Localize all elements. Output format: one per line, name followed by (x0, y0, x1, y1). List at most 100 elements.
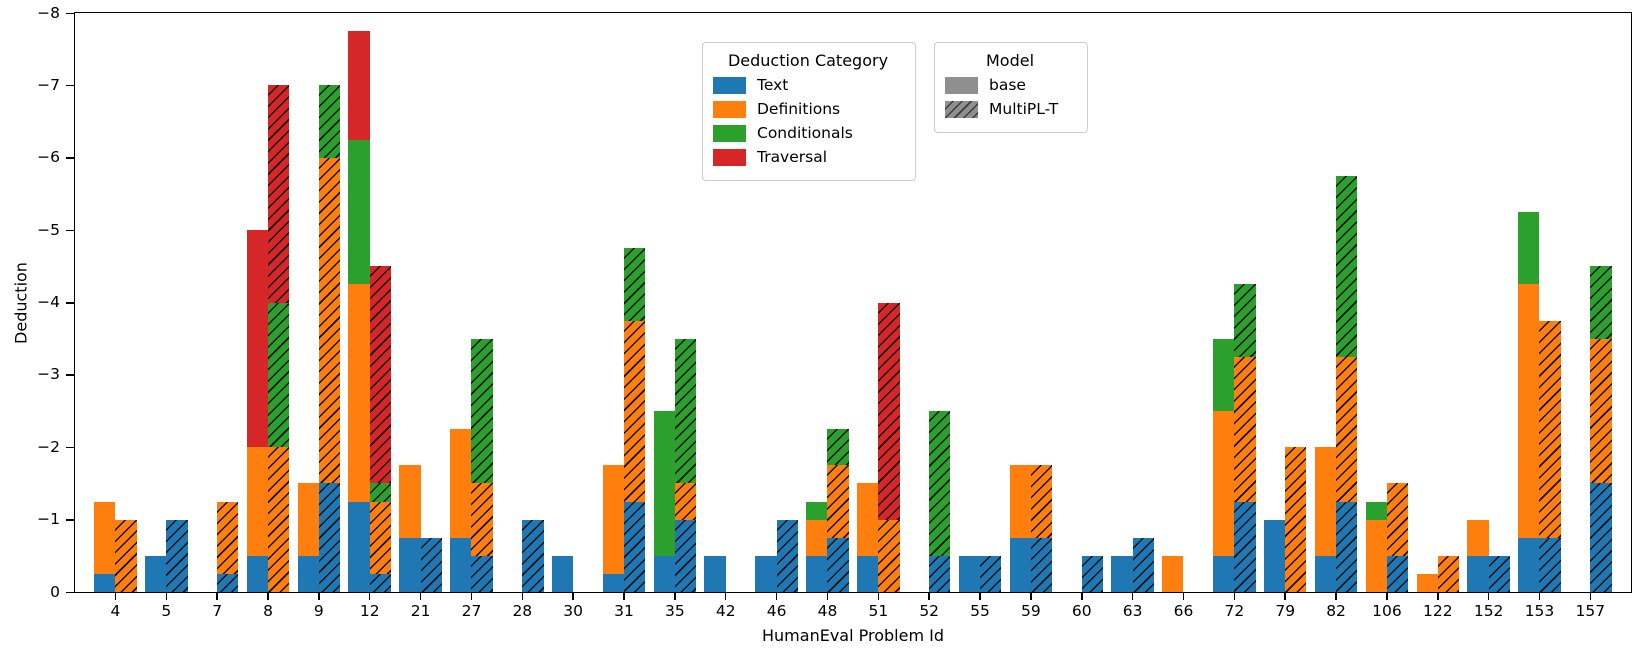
bar-base (857, 13, 879, 592)
y-tick-label: 0 (50, 582, 60, 601)
bars-area (75, 13, 1631, 592)
x-tick-cell: 31 (599, 592, 650, 620)
x-tick-label: 12 (359, 602, 380, 620)
bar-segment-text (674, 519, 697, 592)
bar-multipl-t (1081, 13, 1103, 592)
bar-group (1260, 13, 1311, 592)
bar-segment-text (522, 519, 544, 592)
bar-multipl-t (776, 13, 798, 592)
x-tick-label: 122 (1422, 602, 1453, 620)
bar-multipl-t (369, 13, 391, 592)
x-tick-cell: 82 (1311, 592, 1362, 620)
legend-item-label: Traversal (757, 148, 828, 166)
y-tick-label: −1 (37, 509, 60, 528)
legend-item-text: Text (713, 76, 903, 94)
x-axis-ticks: 4 5 7 8 9 12 21 27 28 30 31 35 42 46 48 51 52 55 59 60 63 66 7… (75, 592, 1631, 620)
bar-segment-conditionals (1234, 284, 1256, 357)
legend-deduction-category: Deduction Category Text Definitions Condit… (702, 42, 916, 181)
x-tick-label: 27 (461, 602, 482, 620)
bar-base (1162, 13, 1184, 592)
bar-multipl-t (1488, 13, 1510, 592)
bar-segment-traversal (268, 85, 290, 303)
bar-group (1361, 13, 1412, 592)
bar-group (955, 13, 1006, 592)
bar-segment-text (450, 537, 472, 592)
bar-segment-definitions (348, 284, 370, 502)
legend-item-multipl-t: MultiPL-T (945, 100, 1075, 118)
bar-segment-text (246, 555, 268, 592)
x-tick-cell: 9 (293, 592, 344, 620)
bar-segment-text (1336, 501, 1358, 592)
bar-segment-definitions (857, 483, 879, 556)
bar-segment-text (1314, 555, 1337, 592)
bar-segment-definitions (1467, 519, 1489, 556)
bar-multipl-t (318, 13, 341, 592)
bar-base (958, 13, 981, 592)
bar-segment-text (94, 573, 116, 592)
bar-segment-conditionals (1365, 501, 1387, 520)
bar-segment-conditionals (369, 483, 391, 502)
bar-segment-definitions (806, 519, 828, 556)
x-tick-cell: 46 (751, 592, 802, 620)
x-tick-label: 42 (715, 602, 736, 620)
bar-segment-text (1009, 537, 1031, 592)
bar-segment-conditionals (674, 338, 697, 484)
bar-segment-text (1386, 555, 1409, 592)
bar-segment-conditionals (624, 248, 646, 321)
x-tick-label: 7 (212, 602, 223, 620)
bar-segment-text (551, 555, 574, 592)
x-tick-mark (979, 592, 981, 600)
bar-base (94, 13, 116, 592)
bar-group (90, 13, 141, 592)
x-tick-cell: 106 (1361, 592, 1412, 620)
y-tick-mark (66, 12, 74, 14)
x-tick-mark (1589, 592, 1592, 600)
x-tick-label: 152 (1473, 602, 1504, 620)
bar-segment-text (1234, 501, 1256, 592)
x-tick-mark (470, 592, 473, 600)
bar-segment-definitions (1437, 555, 1460, 592)
bar-segment-definitions (399, 465, 421, 538)
x-tick-label: 21 (410, 602, 431, 620)
bar-segment-definitions (246, 447, 268, 556)
bar-group (1311, 13, 1362, 592)
bar-segment-definitions (94, 501, 116, 574)
bar-segment-definitions (115, 519, 137, 592)
bar-base (196, 13, 217, 592)
legend-item-definitions: Definitions (713, 100, 903, 118)
bar-group (1412, 13, 1463, 592)
bar-segment-text (1518, 537, 1540, 592)
x-tick-mark (521, 592, 524, 600)
bar-base (1314, 13, 1337, 592)
bar-segment-definitions (827, 465, 849, 538)
x-tick-mark (1284, 592, 1286, 600)
bar-base (1467, 13, 1489, 592)
x-tick-cell: 79 (1260, 592, 1311, 620)
bar-segment-text (1081, 555, 1103, 592)
bar-base (551, 13, 574, 592)
bar-segment-definitions (1213, 411, 1235, 556)
bar-group (293, 13, 344, 592)
bar-segment-conditionals (318, 85, 341, 158)
x-tick-cell: 8 (243, 592, 294, 620)
bar-group (446, 13, 497, 592)
bar-segment-definitions (1416, 573, 1438, 592)
x-tick-mark (1233, 592, 1236, 600)
x-tick-mark (1487, 592, 1490, 600)
bar-segment-text (755, 555, 777, 592)
bar-segment-text (1030, 537, 1053, 592)
y-tick-label: −8 (37, 3, 60, 22)
bar-segment-text (1213, 555, 1235, 592)
bar-segment-text (704, 555, 726, 592)
x-tick-mark (368, 592, 371, 600)
bar-group (1209, 13, 1260, 592)
bar-segment-definitions (1009, 465, 1031, 538)
x-tick-mark (114, 592, 117, 600)
x-tick-label: 106 (1372, 602, 1402, 620)
bar-base (501, 13, 522, 592)
x-tick-cell: 52 (904, 592, 955, 620)
x-tick-cell: 60 (1056, 592, 1107, 620)
bar-segment-conditionals (268, 302, 290, 448)
legend-model-title: Model (985, 51, 1035, 70)
x-tick-label: 8 (263, 602, 273, 620)
